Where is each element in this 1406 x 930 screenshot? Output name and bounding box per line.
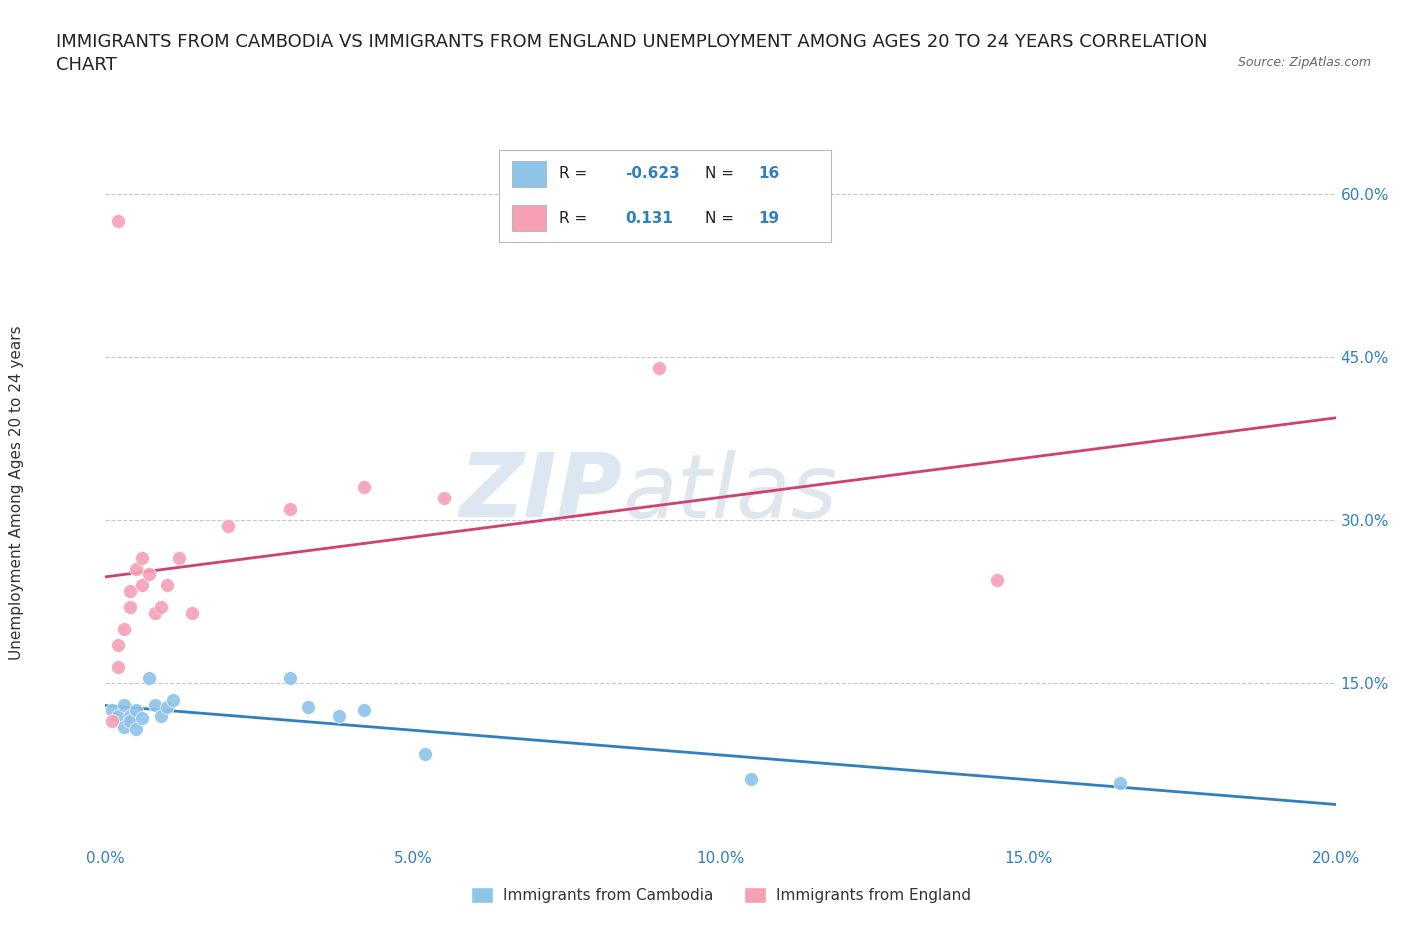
Point [131,711,153,725]
Point [353,480,375,495]
Point [740,772,762,787]
Point [162,692,184,707]
Point [218,518,240,533]
Legend: Immigrants from Cambodia, Immigrants from England: Immigrants from Cambodia, Immigrants fro… [464,881,977,910]
Point [169,551,191,565]
Point [156,699,179,714]
Point [112,698,135,712]
Point [180,605,202,620]
Point [149,600,172,615]
Point [120,600,141,615]
Point [156,578,179,592]
Point [143,605,166,620]
Point [278,502,301,517]
Point [120,583,141,598]
Point [120,714,141,729]
Point [107,638,129,653]
Point [986,573,1008,588]
Point [100,703,122,718]
Point [120,709,141,724]
Point [328,709,350,724]
Point [297,699,319,714]
Text: CHART: CHART [56,56,117,73]
Point [107,659,129,674]
Point [112,621,135,636]
Point [353,703,375,718]
Point [1109,776,1132,790]
Point [433,491,456,506]
Point [100,714,122,729]
Text: atlas: atlas [621,450,837,536]
Point [648,361,671,376]
Point [413,747,436,762]
Text: IMMIGRANTS FROM CAMBODIA VS IMMIGRANTS FROM ENGLAND UNEMPLOYMENT AMONG AGES 20 T: IMMIGRANTS FROM CAMBODIA VS IMMIGRANTS F… [56,33,1208,50]
Point [107,709,129,724]
Point [131,578,153,592]
Point [138,567,160,582]
Point [131,551,153,565]
Point [125,703,148,718]
Text: ZIP: ZIP [460,449,621,537]
Point [107,214,129,229]
Point [125,562,148,577]
Point [143,698,166,712]
Point [138,671,160,685]
Text: Unemployment Among Ages 20 to 24 years: Unemployment Among Ages 20 to 24 years [10,326,24,660]
Point [112,719,135,734]
Text: Source: ZipAtlas.com: Source: ZipAtlas.com [1237,56,1371,69]
Point [125,722,148,737]
Point [278,671,301,685]
Point [149,709,172,724]
